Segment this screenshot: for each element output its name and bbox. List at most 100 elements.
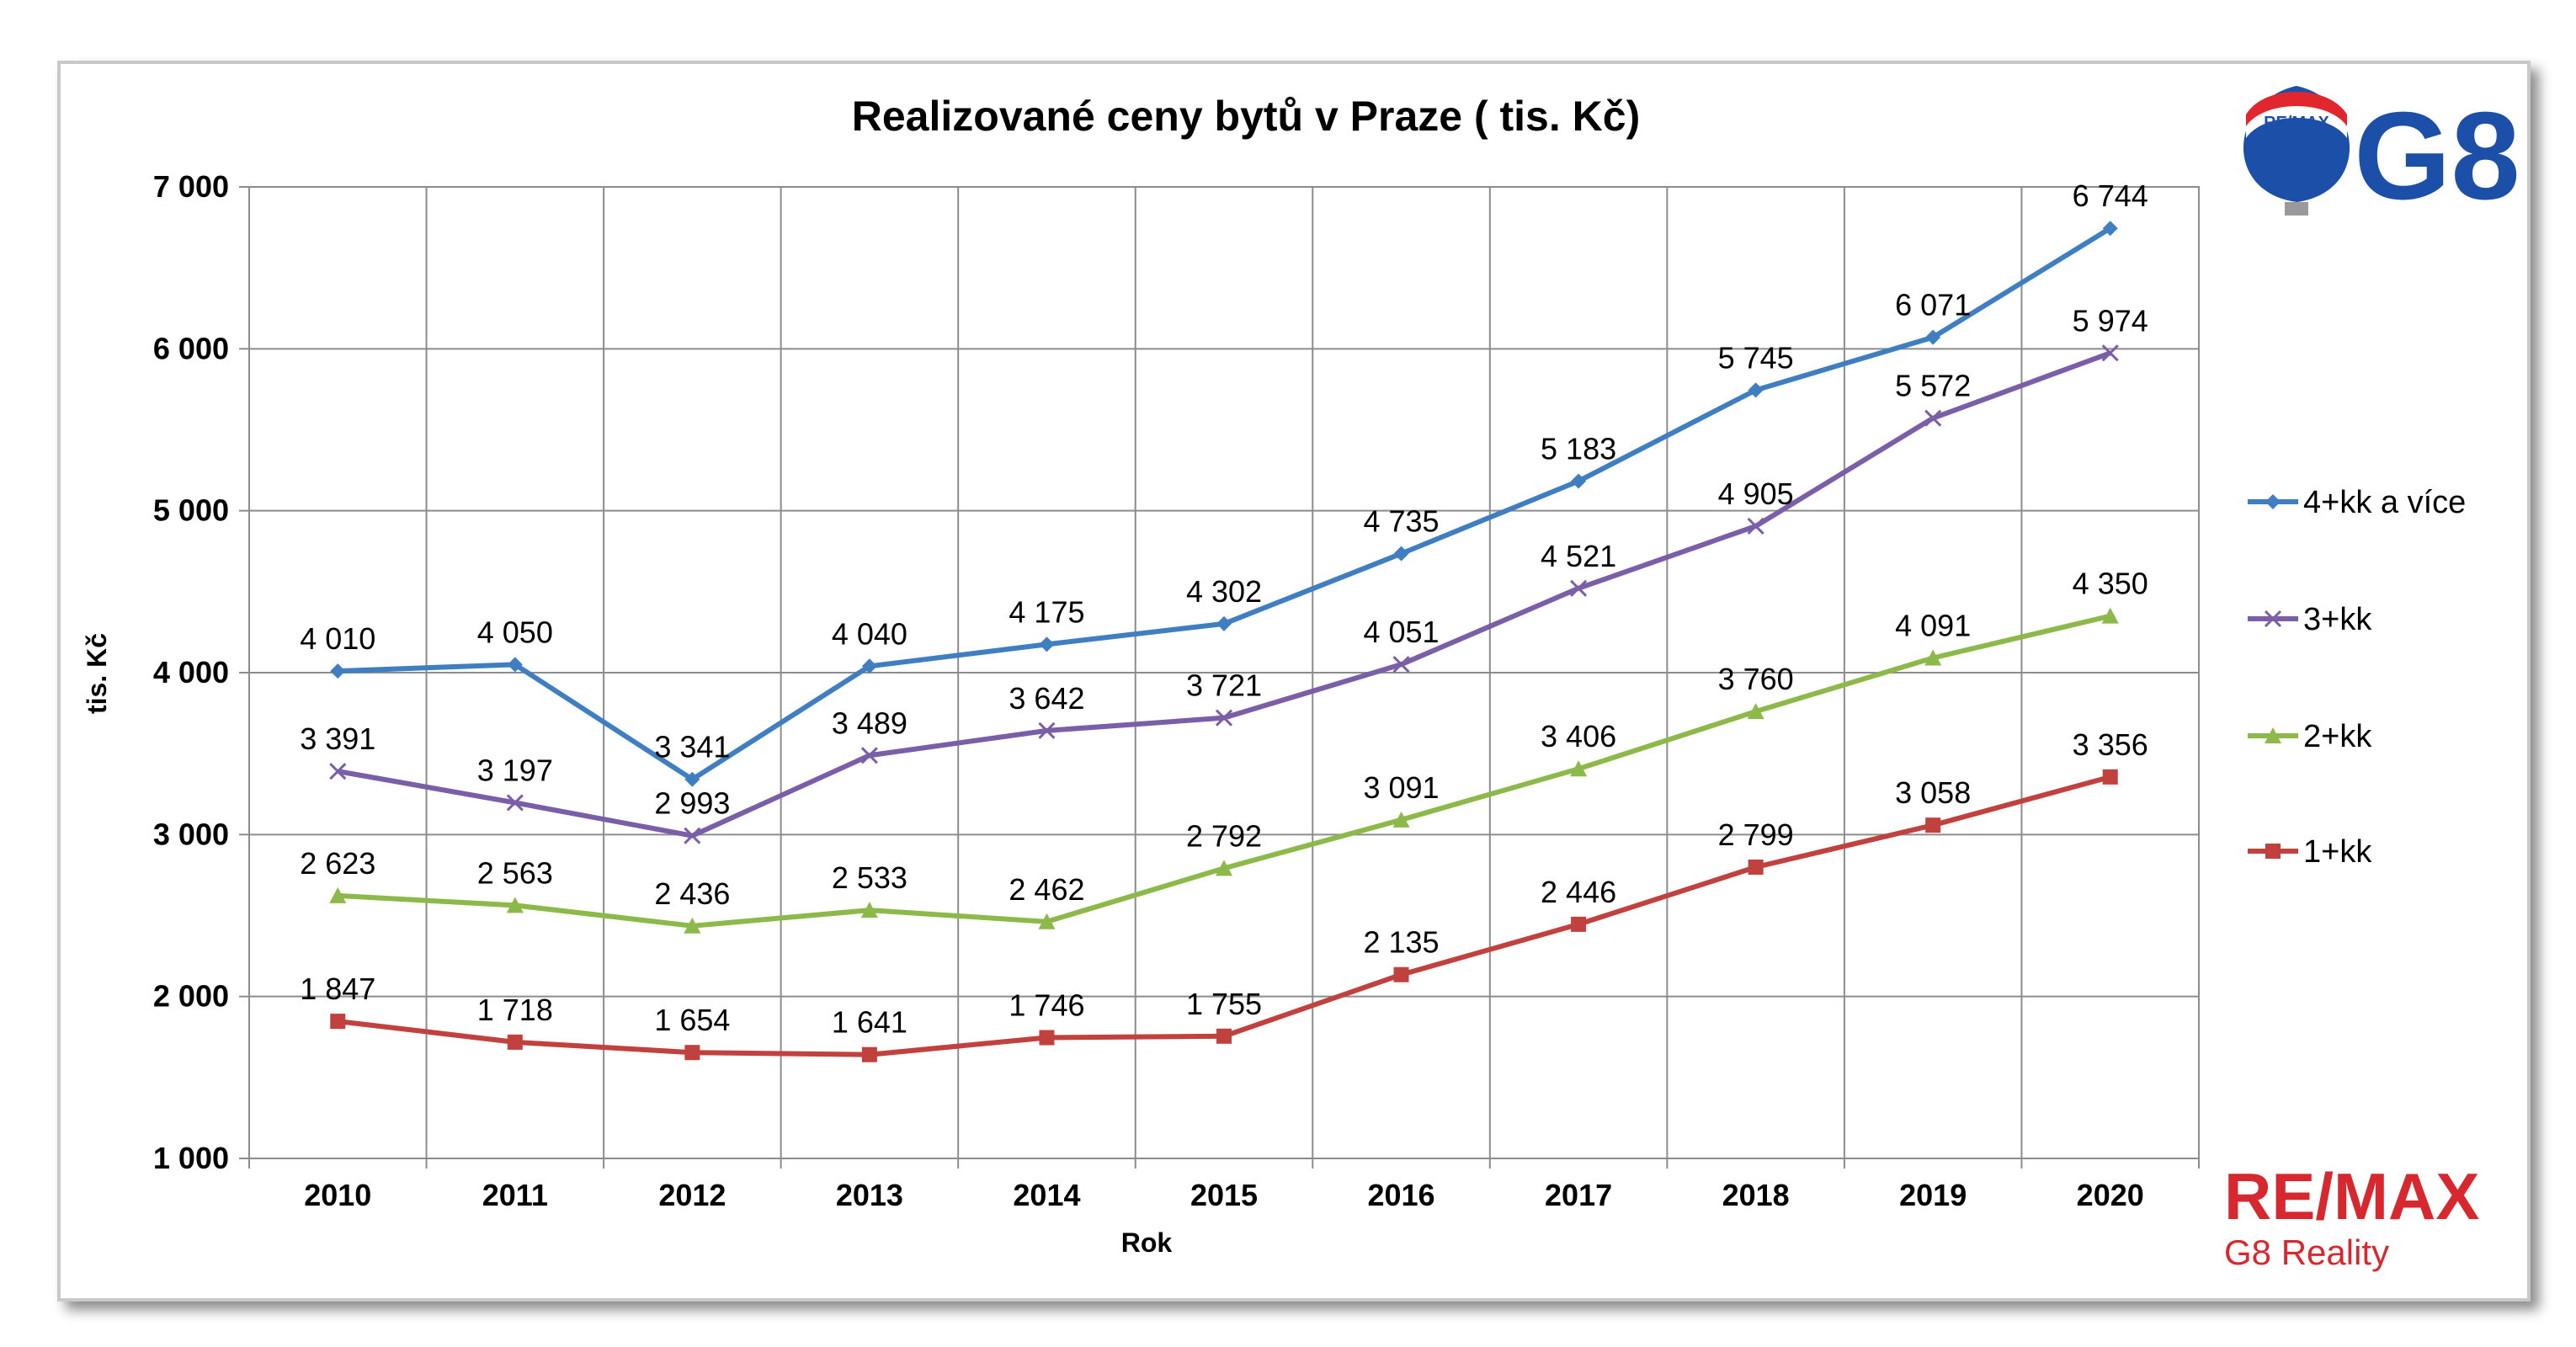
data-label: 2 446 (1541, 875, 1616, 909)
data-point-square (1571, 916, 1587, 932)
legend-item: 3+kk (2248, 602, 2372, 637)
data-point-triangle (2101, 607, 2119, 624)
data-point-x-stroke (860, 747, 878, 764)
data-point-x (1392, 656, 1410, 674)
data-label: 2 563 (477, 855, 553, 890)
data-point-square (1039, 1030, 1055, 1046)
remax-brand: RE/MAX (2224, 1159, 2479, 1233)
x-axis-ticks: 2010 2011 2012 2013 2014 2015 2016 2017 2018 2019… (304, 1178, 2144, 1212)
y-axis-label: tis. Kč (82, 633, 112, 714)
data-label: 4 040 (832, 616, 907, 651)
data-label: 3 721 (1186, 668, 1262, 703)
data-label: 5 183 (1541, 431, 1616, 466)
data-point-square (2265, 844, 2281, 859)
data-point-diamond (1393, 546, 1409, 562)
x-axis-label: Rok (1121, 1227, 1173, 1258)
data-point-diamond (330, 663, 346, 679)
data-label: 4 050 (477, 615, 553, 649)
data-label: 3 197 (477, 753, 553, 787)
data-label: 3 760 (1718, 662, 1794, 696)
data-label: 3 058 (1895, 775, 1971, 810)
data-label: 3 356 (2073, 727, 2148, 762)
data-label: 2 533 (832, 860, 907, 895)
data-label: 6 071 (1895, 288, 1971, 322)
data-point-square (1216, 1028, 1232, 1044)
g8-logo-text: G8 (2354, 87, 2520, 226)
data-point-triangle (860, 902, 878, 918)
data-label: 2 135 (1363, 925, 1439, 960)
data-label: 6 744 (2073, 178, 2148, 213)
data-label: 3 091 (1363, 770, 1439, 805)
data-label: 4 175 (1009, 594, 1084, 629)
data-point-x-stroke (1747, 517, 1764, 535)
data-point-x-stroke (1038, 721, 1056, 739)
data-label: 4 735 (1363, 504, 1439, 539)
x-tick-label: 2016 (1367, 1178, 1434, 1212)
y-tick-label: 5 000 (153, 493, 229, 528)
data-label: 5 974 (2073, 303, 2148, 338)
data-label: 3 489 (832, 705, 907, 740)
remax-reality-logo: RE/MAX G8 Reality (2224, 1159, 2479, 1272)
x-tick-label: 2017 (1545, 1178, 1612, 1212)
data-label: 1 641 (832, 1005, 907, 1040)
legend-item: 1+kk (2248, 834, 2372, 870)
data-label: 3 406 (1541, 719, 1616, 753)
data-point-diamond (1039, 636, 1055, 652)
data-point-triangle (1924, 649, 1942, 666)
data-label: 4 350 (2073, 567, 2148, 601)
legend-item: 4+kk a více (2248, 485, 2466, 520)
data-point-triangle (2265, 727, 2281, 743)
data-point-diamond (507, 657, 523, 673)
data-point-diamond (1571, 473, 1587, 489)
data-label: 3 642 (1009, 681, 1084, 716)
data-label: 3 391 (300, 721, 375, 756)
data-point-x-stroke (684, 827, 701, 844)
y-tick-label: 3 000 (153, 817, 229, 851)
data-label: 2 799 (1718, 817, 1794, 852)
data-label: 4 091 (1895, 608, 1971, 642)
data-point-triangle (1570, 760, 1588, 777)
data-label: 4 051 (1363, 615, 1439, 649)
legend-label: 1+kk (2303, 834, 2372, 870)
data-point-x-stroke (506, 794, 524, 812)
series-2-kk: 2 623 2 563 2 436 2 533 2 462 2 792 3 091 3 406… (300, 567, 2148, 934)
data-label: 1 718 (477, 993, 553, 1027)
y-tick-label: 1 000 (153, 1141, 229, 1175)
data-point-square (2102, 769, 2118, 785)
data-label: 1 755 (1186, 987, 1262, 1021)
series-4-kk-a-v-ce: 4 010 4 050 3 341 4 040 4 175 4 302 4 735 5 183… (300, 178, 2148, 787)
data-label: 4 905 (1718, 477, 1794, 511)
x-tick-label: 2019 (1899, 1178, 1967, 1212)
data-point-diamond (1216, 615, 1232, 631)
data-point-x (1924, 409, 1942, 427)
data-point-square (1925, 817, 1941, 833)
data-point-x-stroke (2264, 610, 2282, 628)
data-point-x-stroke (1215, 709, 1233, 727)
data-point-x (329, 763, 347, 780)
data-point-x (2101, 344, 2119, 362)
x-tick-label: 2010 (304, 1178, 371, 1212)
data-label: 4 302 (1186, 574, 1262, 609)
data-label: 2 792 (1186, 818, 1262, 853)
data-label: 1 746 (1009, 988, 1084, 1023)
data-point-triangle (1216, 860, 1232, 876)
y-tick-label: 4 000 (153, 655, 229, 689)
data-point-triangle (684, 917, 701, 934)
y-tick-label: 6 000 (153, 331, 229, 365)
data-label: 1 847 (300, 972, 375, 1006)
data-point-x (506, 794, 524, 812)
legend-label: 2+kk (2303, 719, 2372, 754)
data-point-diamond (861, 658, 877, 674)
y-axis-ticks: 1 000 2 000 3 000 4 000 5 000 6 000 7 000 (153, 169, 229, 1175)
data-label: 1 654 (654, 1003, 730, 1037)
data-point-x-stroke (1392, 656, 1410, 674)
data-point-diamond (684, 771, 700, 787)
data-point-square (684, 1045, 700, 1061)
data-label: 2 462 (1009, 872, 1084, 907)
data-point-x (1215, 709, 1233, 727)
data-point-x (684, 827, 701, 844)
data-point-diamond (1925, 329, 1941, 345)
y-tick-label: 7 000 (153, 169, 229, 204)
data-point-diamond (1748, 382, 1764, 398)
data-label: 4 010 (300, 621, 375, 656)
